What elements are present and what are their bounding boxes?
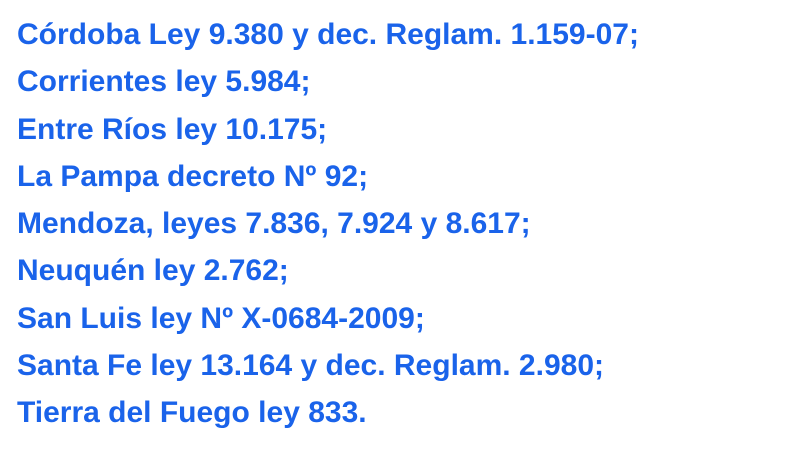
law-line-neuquen: Neuquén ley 2.762; xyxy=(17,254,289,288)
law-line-cordoba: Córdoba Ley 9.380 y dec. Reglam. 1.159-0… xyxy=(17,18,639,51)
law-line-la-pampa: La Pampa decreto Nº 92; xyxy=(17,159,369,193)
law-line-tierra-del-fuego: Tierra del Fuego ley 833. xyxy=(17,396,367,430)
law-line-san-luis: San Luis ley Nº X-0684-2009; xyxy=(17,301,425,335)
law-line-mendoza: Mendoza, leyes 7.836, 7.924 y 8.617; xyxy=(17,207,531,241)
law-line-entre-rios: Entre Ríos ley 10.175; xyxy=(17,112,328,146)
province-law-list: Córdoba Ley 9.380 y dec. Reglam. 1.159-0… xyxy=(17,11,639,437)
law-line-santa-fe: Santa Fe ley 13.164 y dec. Reglam. 2.980… xyxy=(17,349,604,383)
law-line-corrientes: Corrientes ley 5.984; xyxy=(17,65,311,99)
